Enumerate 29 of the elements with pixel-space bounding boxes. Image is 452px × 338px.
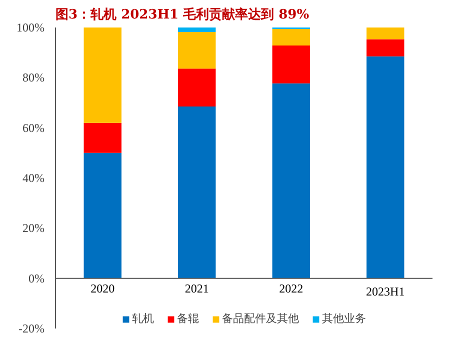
y-tick-label: 40% (22, 171, 45, 185)
bar (84, 152, 122, 278)
bar (272, 46, 310, 84)
bar (178, 32, 216, 69)
legend-label: 其他业务 (322, 312, 366, 326)
bar (272, 83, 310, 278)
bar (178, 106, 216, 278)
y-tick-label: 80% (22, 70, 45, 85)
chart-title: 图3：轧机 2023H1 毛利贡献率达到 89% (56, 6, 310, 22)
legend-label: 轧机 (132, 312, 154, 326)
bar (272, 29, 310, 46)
bar (178, 68, 216, 107)
bar (84, 122, 122, 153)
bar (366, 56, 404, 278)
x-tick-label: 2022 (279, 281, 304, 296)
y-tick-label: 100% (16, 20, 45, 34)
y-tick-label: -20% (18, 322, 45, 336)
legend-label: 备品配件及其他 (222, 312, 299, 326)
x-tick-label: 2020 (90, 281, 115, 296)
y-tick-label: 0% (28, 271, 45, 286)
y-tick-label: 60% (22, 120, 45, 135)
x-tick-label: 2023H1 (366, 284, 405, 298)
x-tick-label: 2021 (184, 281, 209, 296)
y-tick-label: 20% (22, 221, 45, 236)
bar (366, 39, 404, 56)
bar (84, 28, 122, 123)
legend-label: 备辊 (177, 312, 199, 326)
bar (366, 28, 404, 40)
bar (178, 28, 216, 32)
